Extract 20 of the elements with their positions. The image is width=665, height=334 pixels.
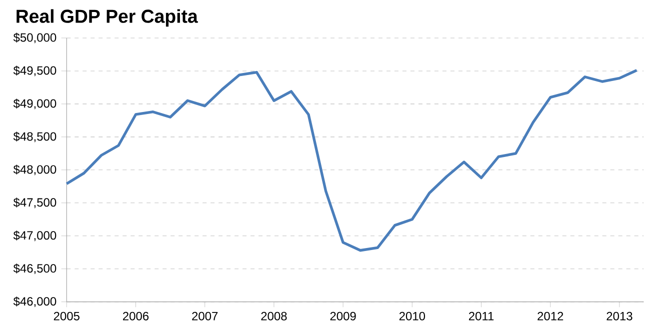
x-tick-label: 2006: [123, 312, 149, 320]
x-tick-label: 2008: [261, 312, 287, 320]
x-tick-label: 2007: [192, 312, 218, 320]
y-tick-label: $47,500: [13, 198, 56, 208]
y-tick-label: $46,500: [13, 264, 56, 274]
y-tick-label: $46,000: [13, 296, 56, 308]
y-tick-label: $48,000: [13, 164, 56, 176]
x-tick-label: 2011: [468, 312, 494, 320]
y-tick-label: $49,500: [13, 66, 56, 76]
x-tick-label: 2005: [54, 312, 80, 320]
x-tick-label: 2013: [606, 312, 632, 320]
x-tick-label: 2010: [399, 312, 426, 320]
y-tick-label: $49,000: [13, 98, 56, 110]
chart-title: Real GDP Per Capita: [16, 9, 198, 27]
y-tick-label: $48,500: [13, 132, 56, 142]
line-series: [65, 69, 638, 252]
y-tick-label: $47,000: [13, 230, 56, 242]
y-tick-label: $50,000: [13, 32, 56, 44]
x-tick-label: 2012: [538, 312, 564, 320]
x-tick-label: 2009: [330, 312, 356, 320]
